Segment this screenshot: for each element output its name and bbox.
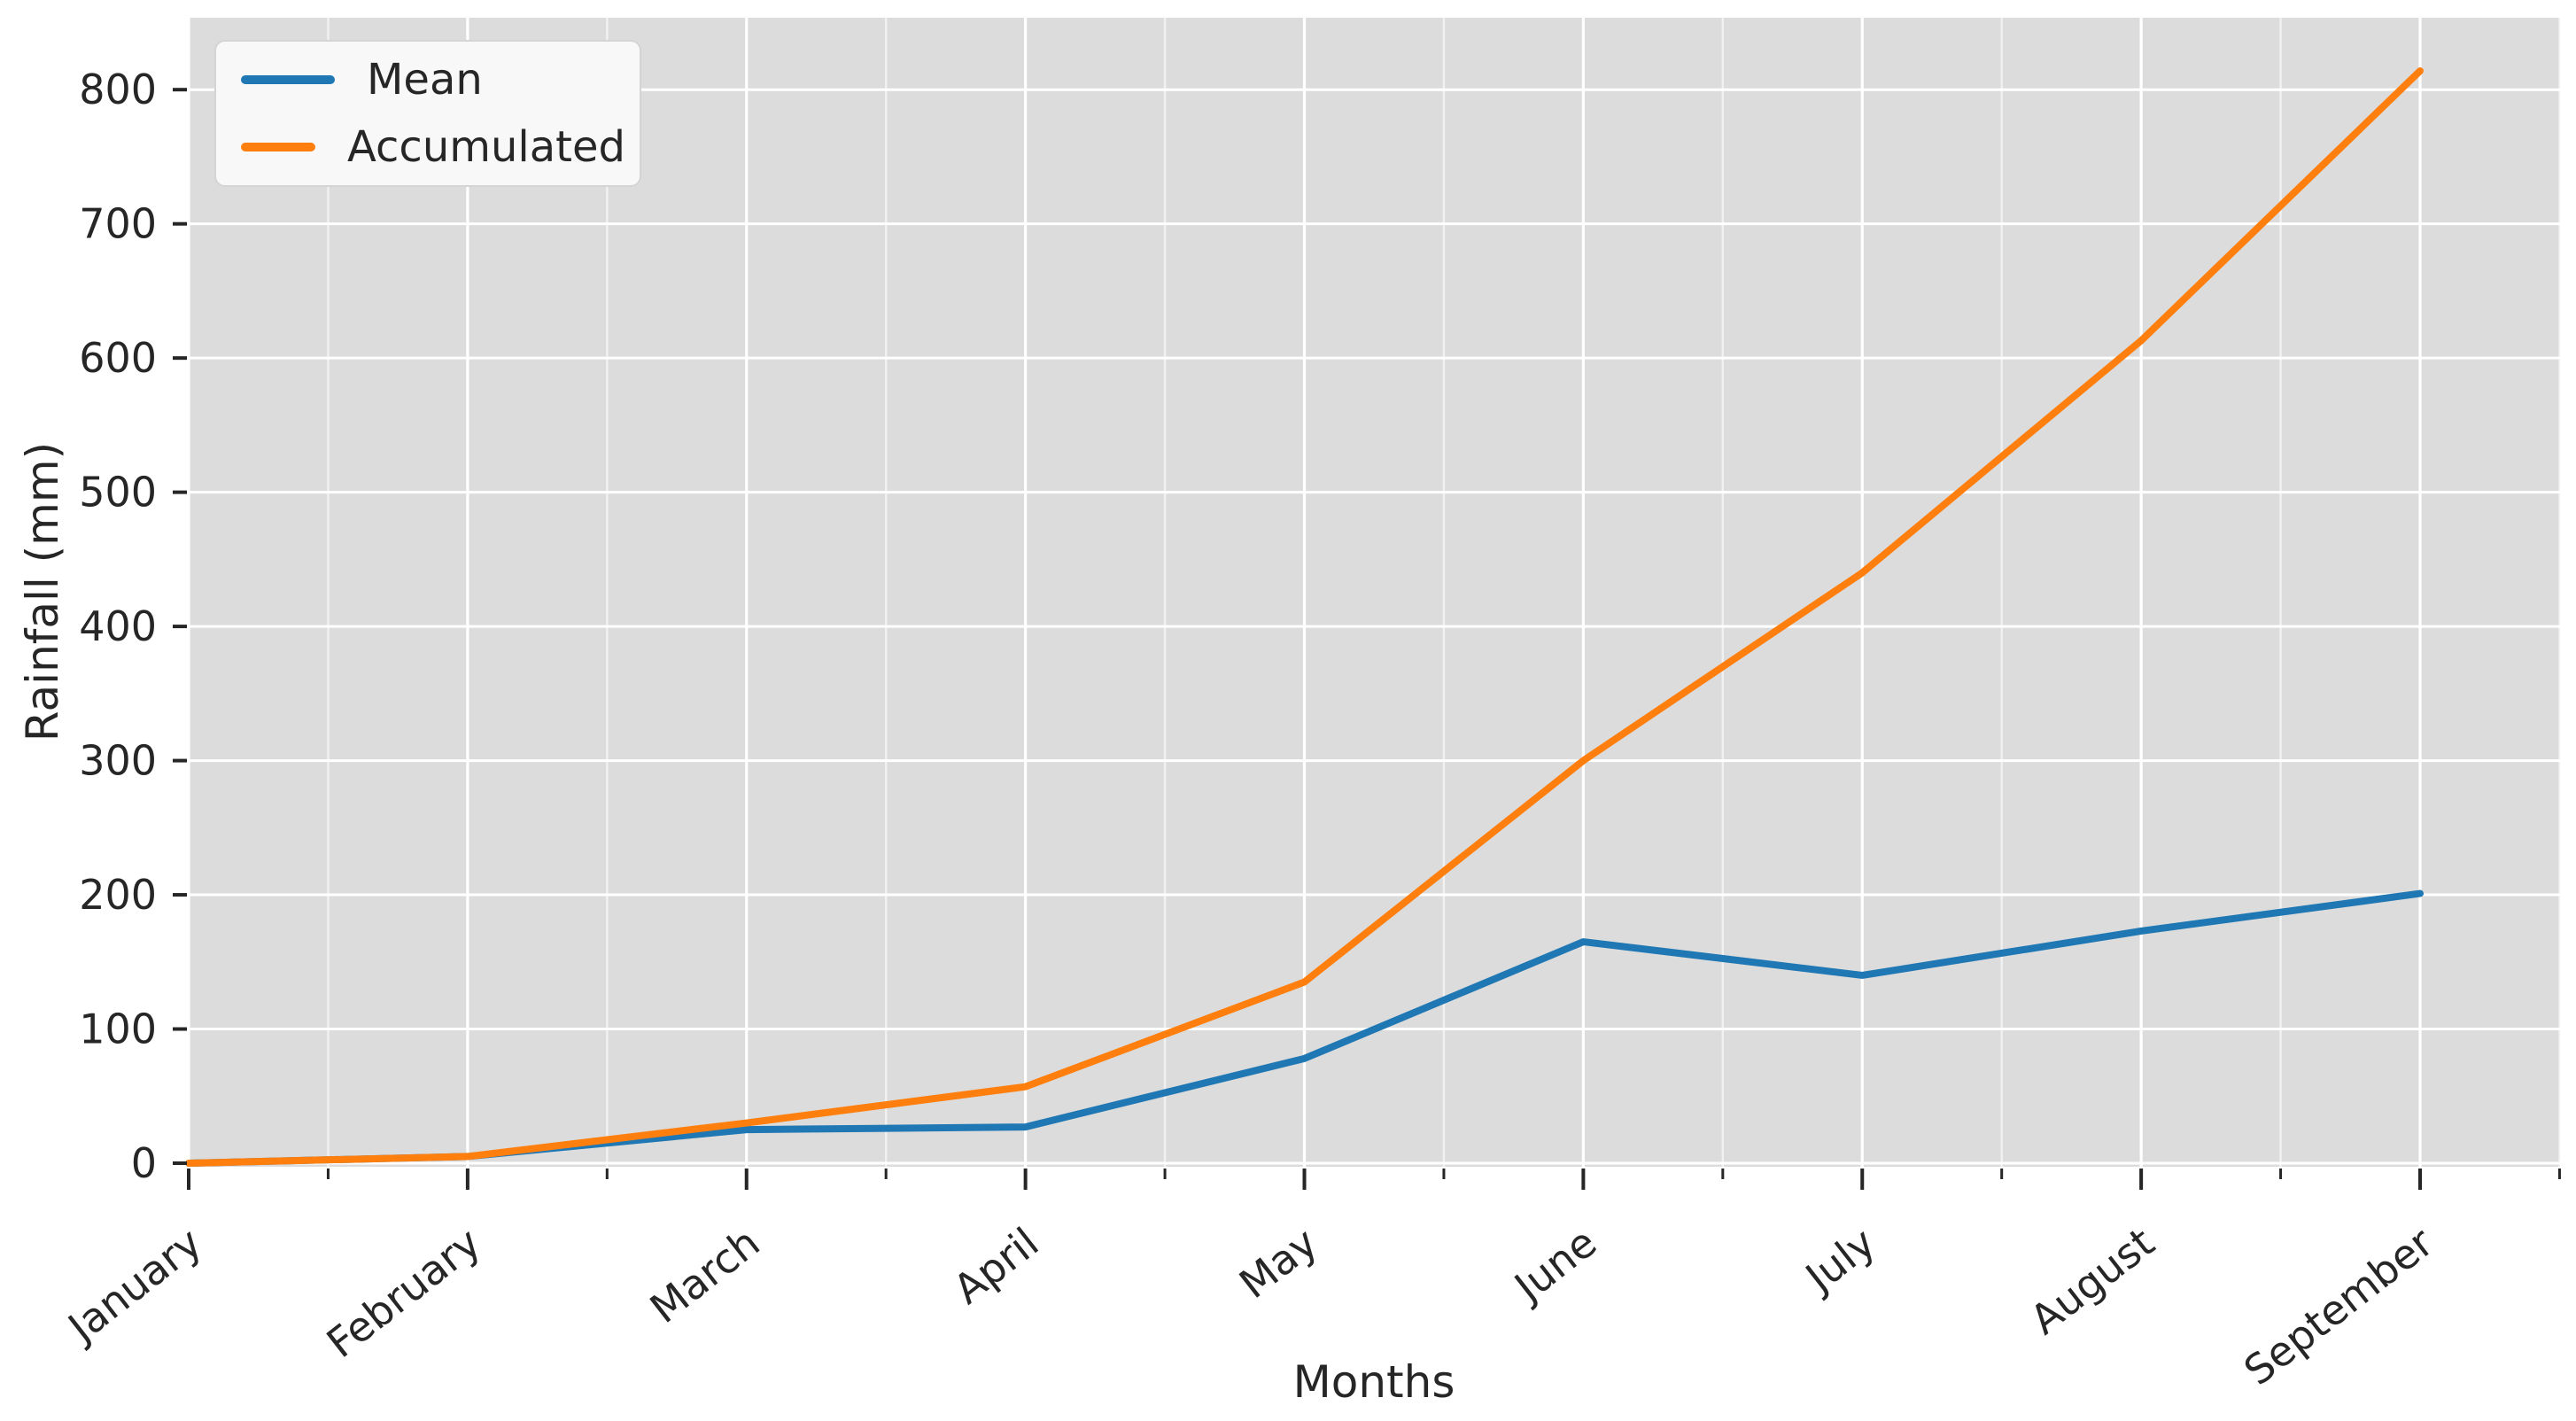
x-tick-label: April	[944, 1218, 1047, 1313]
y-tick-label: 700	[79, 200, 157, 248]
y-axis-title: Rainfall (mm)	[17, 441, 68, 742]
series-line-accumulated	[185, 66, 2424, 1167]
mean-line-swatch	[241, 75, 335, 84]
x-tick-label: January	[58, 1218, 211, 1353]
plot-background	[189, 18, 2560, 1167]
x-tick-label: September	[2235, 1218, 2442, 1394]
x-tick-label: June	[1504, 1218, 1606, 1312]
x-tick-label: May	[1230, 1218, 1326, 1308]
y-tick-label: 300	[79, 737, 157, 785]
y-tick-label: 0	[131, 1139, 157, 1187]
y-tick-label: 100	[79, 1006, 157, 1053]
x-tick-label: March	[641, 1218, 769, 1332]
x-tick-label: July	[1795, 1218, 1884, 1302]
legend-item-accumulated: Accumulated	[230, 121, 625, 173]
accumulated-line-swatch	[241, 143, 316, 151]
legend-item-mean: Mean	[230, 54, 625, 105]
legend-label-accumulated: Accumulated	[347, 122, 625, 172]
legend-label-mean: Mean	[367, 55, 483, 105]
y-tick-label: 500	[79, 469, 157, 516]
y-tick-label: 800	[79, 66, 157, 113]
x-tick-label: August	[2021, 1218, 2163, 1344]
x-tick-label: February	[318, 1218, 490, 1367]
y-tick-label: 200	[79, 871, 157, 919]
legend: Mean Accumulated	[214, 40, 641, 187]
y-tick-label: 600	[79, 334, 157, 382]
y-tick-label: 400	[79, 602, 157, 650]
x-axis-title: Months	[1292, 1356, 1455, 1408]
